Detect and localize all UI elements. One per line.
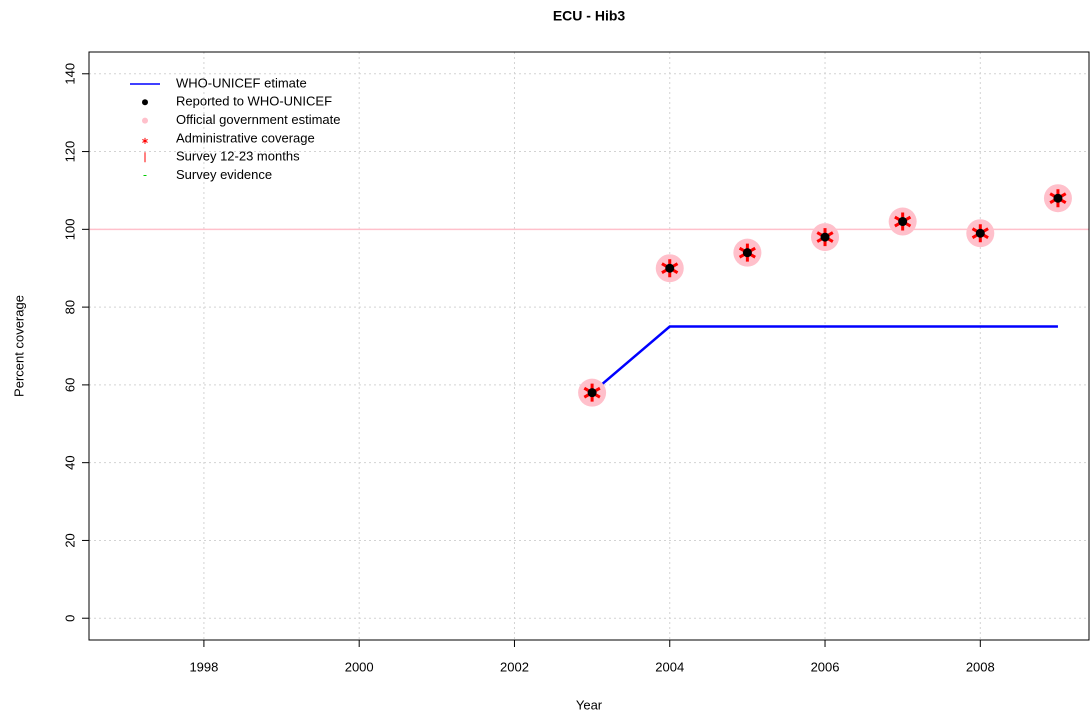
reported-marker (898, 217, 908, 227)
y-axis-label: Percent coverage (11, 295, 26, 397)
reported-marker (1053, 193, 1063, 203)
legend-dot (142, 99, 148, 106)
chart-title: ECU - Hib3 (553, 8, 626, 24)
plot-frame (88, 51, 1090, 641)
legend-label: Reported to WHO-UNICEF (176, 94, 332, 109)
x-tick-label: 2004 (655, 659, 684, 674)
y-tick-label: 0 (62, 615, 77, 622)
reported-marker (665, 263, 675, 273)
x-tick-label: 2000 (345, 659, 374, 674)
reported-marker (587, 388, 597, 398)
legend-label: Official government estimate (176, 112, 341, 127)
x-axis-label: Year (576, 697, 603, 712)
reported-marker (820, 232, 830, 242)
legend-label: Survey 12-23 months (176, 149, 300, 164)
x-tick-label: 2006 (811, 659, 840, 674)
x-tick-label: 2002 (500, 659, 529, 674)
legend-star (142, 137, 148, 144)
y-tick-label: 140 (62, 63, 77, 85)
reported-marker (975, 228, 985, 238)
x-tick-label: 2008 (966, 659, 995, 674)
y-tick-label: 60 (62, 378, 77, 392)
y-tick-label: 20 (62, 533, 77, 547)
y-tick-label: 40 (62, 455, 77, 469)
reported-marker (742, 248, 752, 258)
legend-label: Administrative coverage (176, 130, 315, 145)
legend-dot (142, 117, 148, 124)
x-tick-label: 1998 (189, 659, 218, 674)
legend-label: WHO-UNICEF etimate (176, 75, 307, 90)
legend-label: Survey evidence (176, 167, 272, 182)
estimate-line (591, 325, 1058, 394)
y-tick-label: 120 (62, 141, 77, 163)
y-tick-label: 80 (62, 300, 77, 314)
y-tick-label: 100 (62, 218, 77, 240)
